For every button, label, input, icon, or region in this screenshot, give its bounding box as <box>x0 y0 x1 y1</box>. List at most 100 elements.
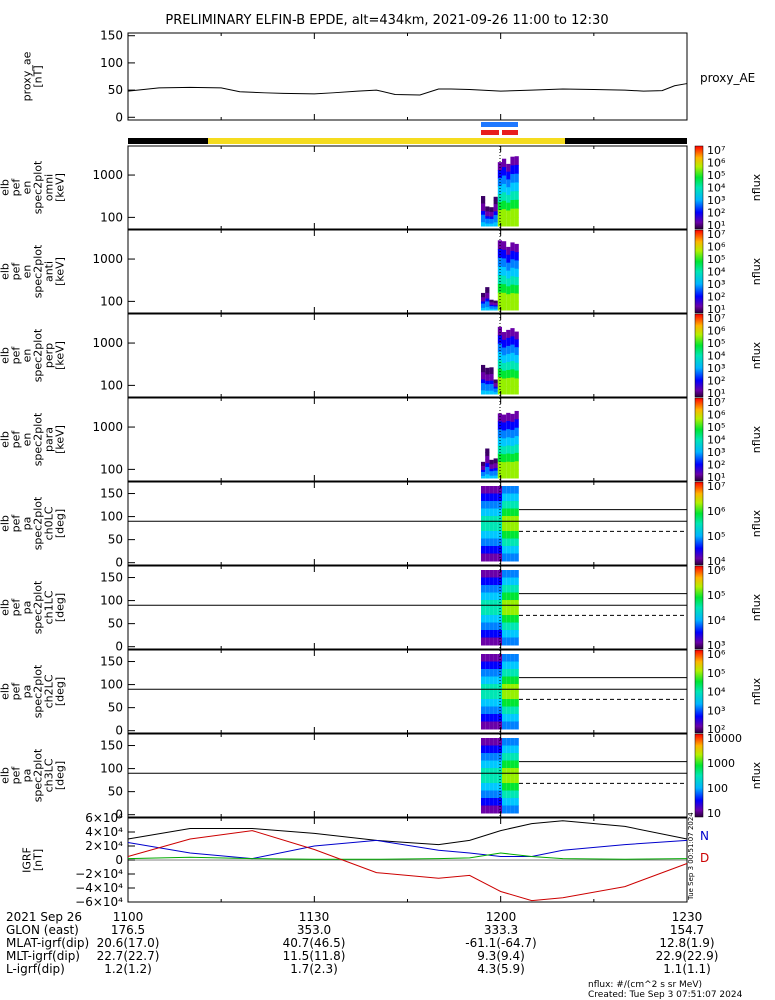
heat-cell-1-6-1 <box>506 171 511 180</box>
y-axis-label-8-4: ch3LC <box>43 758 56 792</box>
y-axis-label-3-4: perp <box>43 343 56 368</box>
igrf-line-btot <box>127 820 688 846</box>
y-axis-label-3-1: pef <box>10 346 23 365</box>
y-tick-label-0-1: 100 <box>100 56 123 70</box>
heat-cell-5-3-9 <box>493 553 498 562</box>
heat-cell-4-1-0 <box>485 448 490 453</box>
y-tick-label-2-1: 100 <box>100 294 123 308</box>
heat-cell-2-2-2 <box>489 302 494 305</box>
heat-cell-6-2-1 <box>489 577 494 586</box>
y-tick-label-0-2: 50 <box>108 83 123 97</box>
y-axis-label-8-2: pa <box>21 769 34 783</box>
y-axis-label-1-2: en <box>21 181 34 195</box>
y-tick-label-7-3: 0 <box>115 724 123 738</box>
heat-cell-5-0-2 <box>481 501 486 509</box>
heat-cell-2-1-2 <box>485 292 490 297</box>
heat-cell-5-7-8 <box>510 546 515 554</box>
colorbar-tick-1-0: 10⁷ <box>707 144 725 157</box>
heat-cell-7-1-4 <box>485 684 490 692</box>
heat-cell-5-2-9 <box>489 553 494 562</box>
colorbar-tick-3-0: 10⁷ <box>707 312 725 325</box>
heat-cell-8-4-8 <box>497 798 502 806</box>
heat-cell-7-3-4 <box>493 684 498 692</box>
heat-cell-2-3-2 <box>493 302 498 305</box>
heat-cell-4-3-7 <box>493 475 498 479</box>
heat-cell-1-5-0 <box>502 158 507 168</box>
heat-cell-3-8-4 <box>514 362 519 372</box>
colorbar-tick-2-0: 10⁷ <box>707 228 725 241</box>
heat-cell-1-0-4 <box>481 211 486 216</box>
heat-cell-7-8-8 <box>514 714 519 722</box>
heat-cell-3-1-0 <box>485 367 490 372</box>
heat-cell-8-7-9 <box>510 805 515 814</box>
panel-igrf: IGRF[nT]6×10⁴4×10⁴2×10⁴0−2×10⁴−4×10⁴−6×1… <box>21 811 710 909</box>
heat-cell-1-7-2 <box>510 174 515 184</box>
heat-cell-8-1-4 <box>485 768 490 776</box>
heat-cell-6-1-5 <box>485 607 490 616</box>
heat-cell-7-3-9 <box>493 721 498 730</box>
heat-cell-2-5-4 <box>502 275 507 285</box>
heat-cell-3-8-7 <box>514 386 519 395</box>
heat-cell-8-8-7 <box>514 790 519 799</box>
science-zone-blue-bar <box>481 122 518 127</box>
heat-cell-3-5-5 <box>502 370 507 380</box>
heat-cell-7-7-4 <box>510 684 515 692</box>
heat-cell-1-1-3 <box>485 213 490 217</box>
colorbar-label-1: nflux <box>750 173 763 201</box>
heat-cell-4-6-2 <box>506 429 511 438</box>
heat-cell-1-5-6 <box>502 209 507 219</box>
heat-cell-3-1-5 <box>485 384 490 388</box>
heat-cell-3-3-4 <box>493 386 498 390</box>
heat-cell-8-7-7 <box>510 790 515 799</box>
heat-cell-5-8-8 <box>514 546 519 554</box>
heat-cell-1-8-4 <box>514 191 519 201</box>
heat-cell-8-0-4 <box>481 768 486 776</box>
heat-cell-6-6-8 <box>506 630 511 638</box>
heat-cell-1-3-1 <box>493 200 498 205</box>
heat-cell-1-7-1 <box>510 165 515 175</box>
heat-cell-5-0-8 <box>481 546 486 554</box>
sunlight-bar-black-left <box>128 138 208 144</box>
heat-cell-2-4-2 <box>497 257 502 267</box>
heat-cell-2-2-3 <box>489 303 494 306</box>
heat-cell-8-4-4 <box>497 768 502 776</box>
heat-cell-6-1-4 <box>485 600 490 608</box>
heat-cell-4-5-4 <box>502 446 507 455</box>
heat-cell-1-7-6 <box>510 208 515 218</box>
heat-cell-6-3-6 <box>493 615 498 623</box>
colorbar-tick-7-2: 10⁴ <box>707 686 726 699</box>
heat-cell-6-7-0 <box>510 570 515 578</box>
heat-cell-2-5-5 <box>502 284 507 294</box>
heat-cell-7-0-2 <box>481 669 486 677</box>
heat-cell-8-5-4 <box>502 768 507 776</box>
y-tick-label-7-0: 150 <box>100 655 123 669</box>
y-tick-label-6-3: 0 <box>115 640 123 654</box>
panel-proxy_ae: proxy_ae[nT] 150 100 50 0 proxy_AE <box>21 29 756 125</box>
y-axis-label-5-0: elb <box>0 515 12 532</box>
heat-cell-7-2-9 <box>489 721 494 730</box>
heat-cell-6-1-9 <box>485 637 490 646</box>
heat-cell-6-3-4 <box>493 600 498 608</box>
heat-cell-4-4-2 <box>497 429 502 439</box>
heat-cell-5-7-4 <box>510 516 515 524</box>
heat-cell-2-5-0 <box>502 241 507 251</box>
row-label-mlat: MLAT-igrf(dip) <box>6 936 89 950</box>
heat-cell-5-8-1 <box>514 493 519 502</box>
y-axis-label-3-2: en <box>21 349 34 363</box>
heat-cell-4-2-7 <box>489 475 494 479</box>
heat-cell-1-3-4 <box>493 211 498 216</box>
heat-cell-1-0-7 <box>481 222 486 227</box>
colorbar-tick-2-2: 10⁵ <box>707 253 725 266</box>
heat-cell-5-8-3 <box>514 508 519 517</box>
heat-cell-1-2-5 <box>489 218 494 222</box>
heat-cell-2-3-4 <box>493 305 498 307</box>
heat-cell-1-0-0 <box>481 196 486 201</box>
heat-cell-7-2-0 <box>489 654 494 662</box>
y-axis-label-1-3: spec2plot <box>32 160 45 214</box>
heat-cell-7-7-9 <box>510 721 515 730</box>
heat-cell-7-5-8 <box>502 714 507 722</box>
heat-cell-4-2-2 <box>489 464 494 468</box>
heat-cell-1-4-6 <box>497 210 502 219</box>
heat-cell-8-7-6 <box>510 783 515 791</box>
heat-cell-5-1-5 <box>485 523 490 532</box>
